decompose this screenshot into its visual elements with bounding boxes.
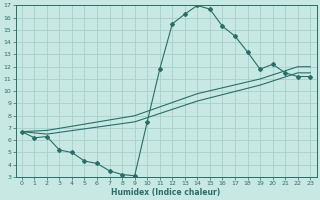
X-axis label: Humidex (Indice chaleur): Humidex (Indice chaleur) [111, 188, 221, 197]
